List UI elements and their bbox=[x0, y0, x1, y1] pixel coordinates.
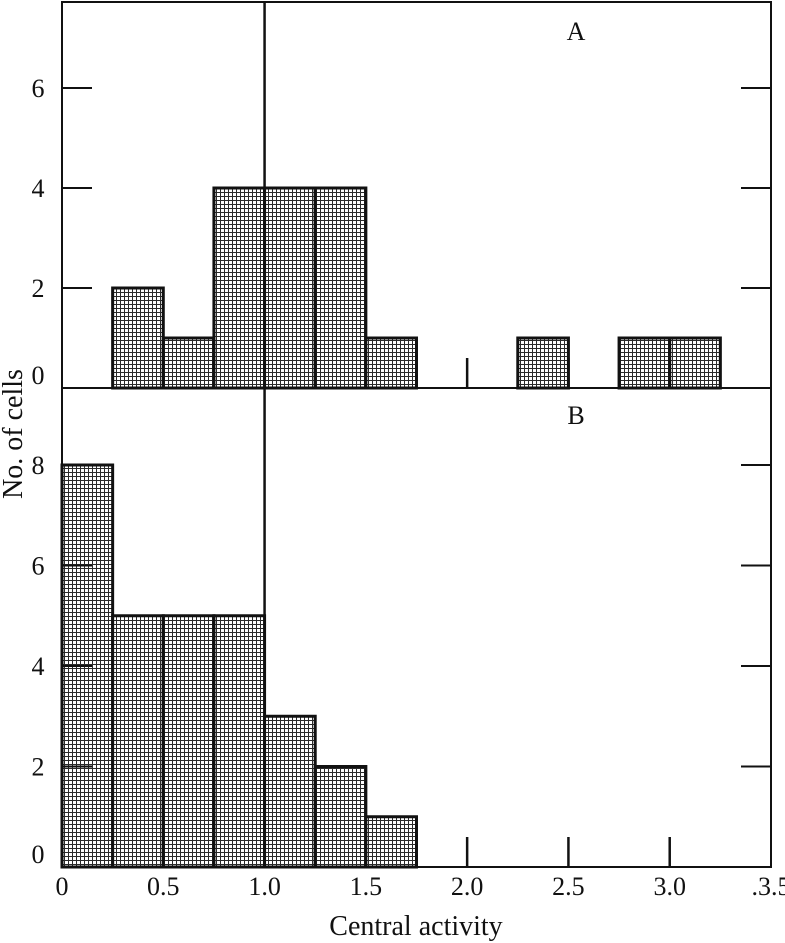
x-axis-label: Central activity bbox=[329, 911, 502, 942]
y-tick-labels: 0 2 4 6 0 2 4 6 8 bbox=[32, 74, 45, 869]
histogram-bar bbox=[212, 186, 267, 390]
y-tick-label: 2 bbox=[32, 274, 45, 303]
histogram-bar bbox=[161, 336, 216, 390]
histogram-bar bbox=[516, 336, 570, 390]
y-tick-label: 0 bbox=[32, 840, 45, 869]
panel-a-bars bbox=[111, 186, 722, 390]
panel-b-label: B bbox=[567, 401, 584, 430]
y-tick-label: 4 bbox=[32, 174, 45, 203]
y-tick-label: 8 bbox=[32, 451, 45, 480]
y-axis-label: No. of cells bbox=[0, 369, 29, 499]
histogram-bar bbox=[364, 336, 419, 390]
x-tick-label: 1.5 bbox=[350, 872, 383, 901]
x-tick-labels: 0 0.5 1.0 1.5 2.0 2.5 3.0 .3.5 bbox=[56, 872, 785, 901]
y-tick-label: 0 bbox=[32, 361, 45, 390]
x-tick-label: 2.5 bbox=[552, 872, 585, 901]
histogram-bar bbox=[313, 186, 368, 390]
x-tick-label: 0.5 bbox=[147, 872, 180, 901]
histogram-bar bbox=[668, 336, 722, 390]
panel-a-label: A bbox=[567, 17, 586, 46]
x-tick-label: 0 bbox=[56, 872, 69, 901]
axis-ticks bbox=[62, 87, 771, 867]
panel-b-bars bbox=[60, 463, 419, 869]
histogram-bar bbox=[263, 186, 317, 390]
histogram-bar bbox=[111, 614, 165, 869]
y-tick-label: 6 bbox=[32, 552, 45, 581]
histogram-bar bbox=[212, 614, 267, 869]
histogram-bar bbox=[161, 614, 216, 869]
x-tick-label: .3.5 bbox=[752, 872, 785, 901]
y-tick-label: 6 bbox=[32, 74, 45, 103]
histogram-bar bbox=[364, 815, 419, 869]
x-tick-label: 2.0 bbox=[451, 872, 484, 901]
histogram-bar bbox=[617, 336, 672, 390]
histogram-bar bbox=[111, 286, 165, 390]
y-tick-label: 4 bbox=[32, 652, 45, 681]
x-tick-label: 1.0 bbox=[248, 872, 281, 901]
x-tick-label: 3.0 bbox=[653, 872, 686, 901]
histogram-bar bbox=[263, 714, 317, 869]
y-tick-label: 2 bbox=[32, 753, 45, 782]
histogram-bar bbox=[313, 765, 368, 869]
